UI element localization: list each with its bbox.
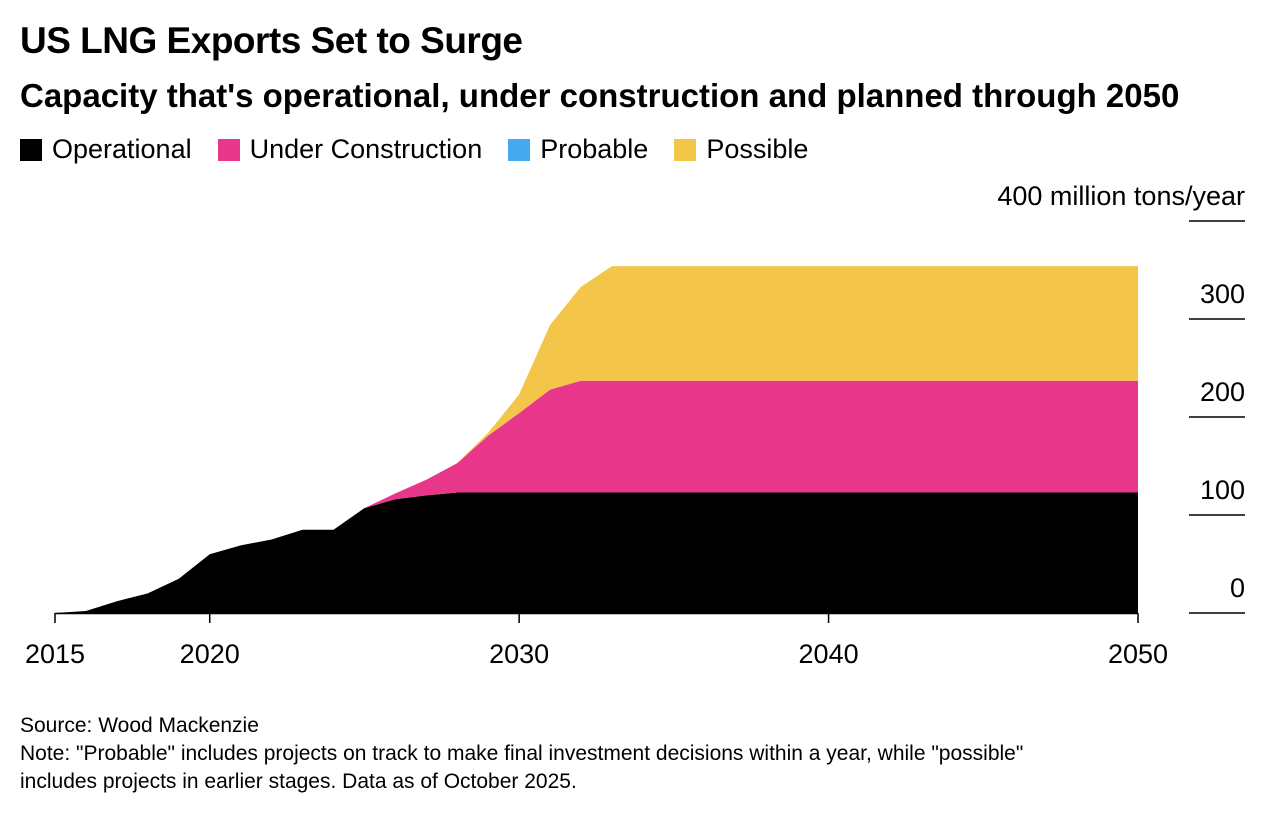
chart-subtitle: Capacity that's operational, under const…	[20, 77, 1180, 114]
legend: Operational Under Construction Probable …	[20, 134, 834, 165]
x-tick-label-2030: 2030	[489, 639, 549, 669]
legend-swatch-probable	[508, 138, 531, 161]
note-text-continued: includes projects in earlier stages. Dat…	[20, 770, 577, 793]
y-tick-label-100: 100	[1200, 475, 1245, 505]
legend-item-probable: Probable	[508, 134, 648, 165]
x-tick-label-2020: 2020	[180, 639, 240, 669]
y-tick-label-0: 0	[1230, 573, 1245, 603]
source-text: Source: Wood Mackenzie	[20, 714, 259, 737]
legend-swatch-operational	[20, 138, 42, 161]
y-tick-label-400: 400 million tons/year	[997, 181, 1245, 211]
legend-swatch-possible	[674, 138, 697, 161]
x-tick-label-2050: 2050	[1108, 639, 1168, 669]
legend-label-under-construction: Under Construction	[249, 134, 483, 164]
legend-item-operational: Operational	[20, 134, 192, 165]
legend-label-probable: Probable	[540, 134, 649, 164]
area-possible	[55, 266, 1138, 613]
chart-footer: Source: Wood Mackenzie Note: "Probable" …	[20, 712, 1240, 796]
area-under-construction	[55, 380, 1138, 613]
legend-swatch-under-construction	[217, 138, 240, 161]
y-tick-label-200: 200	[1200, 377, 1245, 407]
note-text: Note: "Probable" includes projects on tr…	[20, 742, 1024, 765]
lng-capacity-chart: 2015 2020 2030 2040 2050 0 100 200 300 400 millio…	[25, 181, 1245, 669]
y-tick-label-300: 300	[1200, 279, 1245, 309]
x-tick-label-2040: 2040	[799, 639, 859, 669]
legend-label-operational: Operational	[52, 134, 192, 164]
legend-item-possible: Possible	[674, 134, 808, 165]
x-tick-label-2015: 2015	[25, 639, 85, 669]
legend-item-under-construction: Under Construction	[217, 134, 483, 165]
area-operational	[55, 492, 1138, 613]
legend-label-possible: Possible	[706, 134, 809, 164]
chart-title: US LNG Exports Set to Surge	[20, 20, 523, 61]
